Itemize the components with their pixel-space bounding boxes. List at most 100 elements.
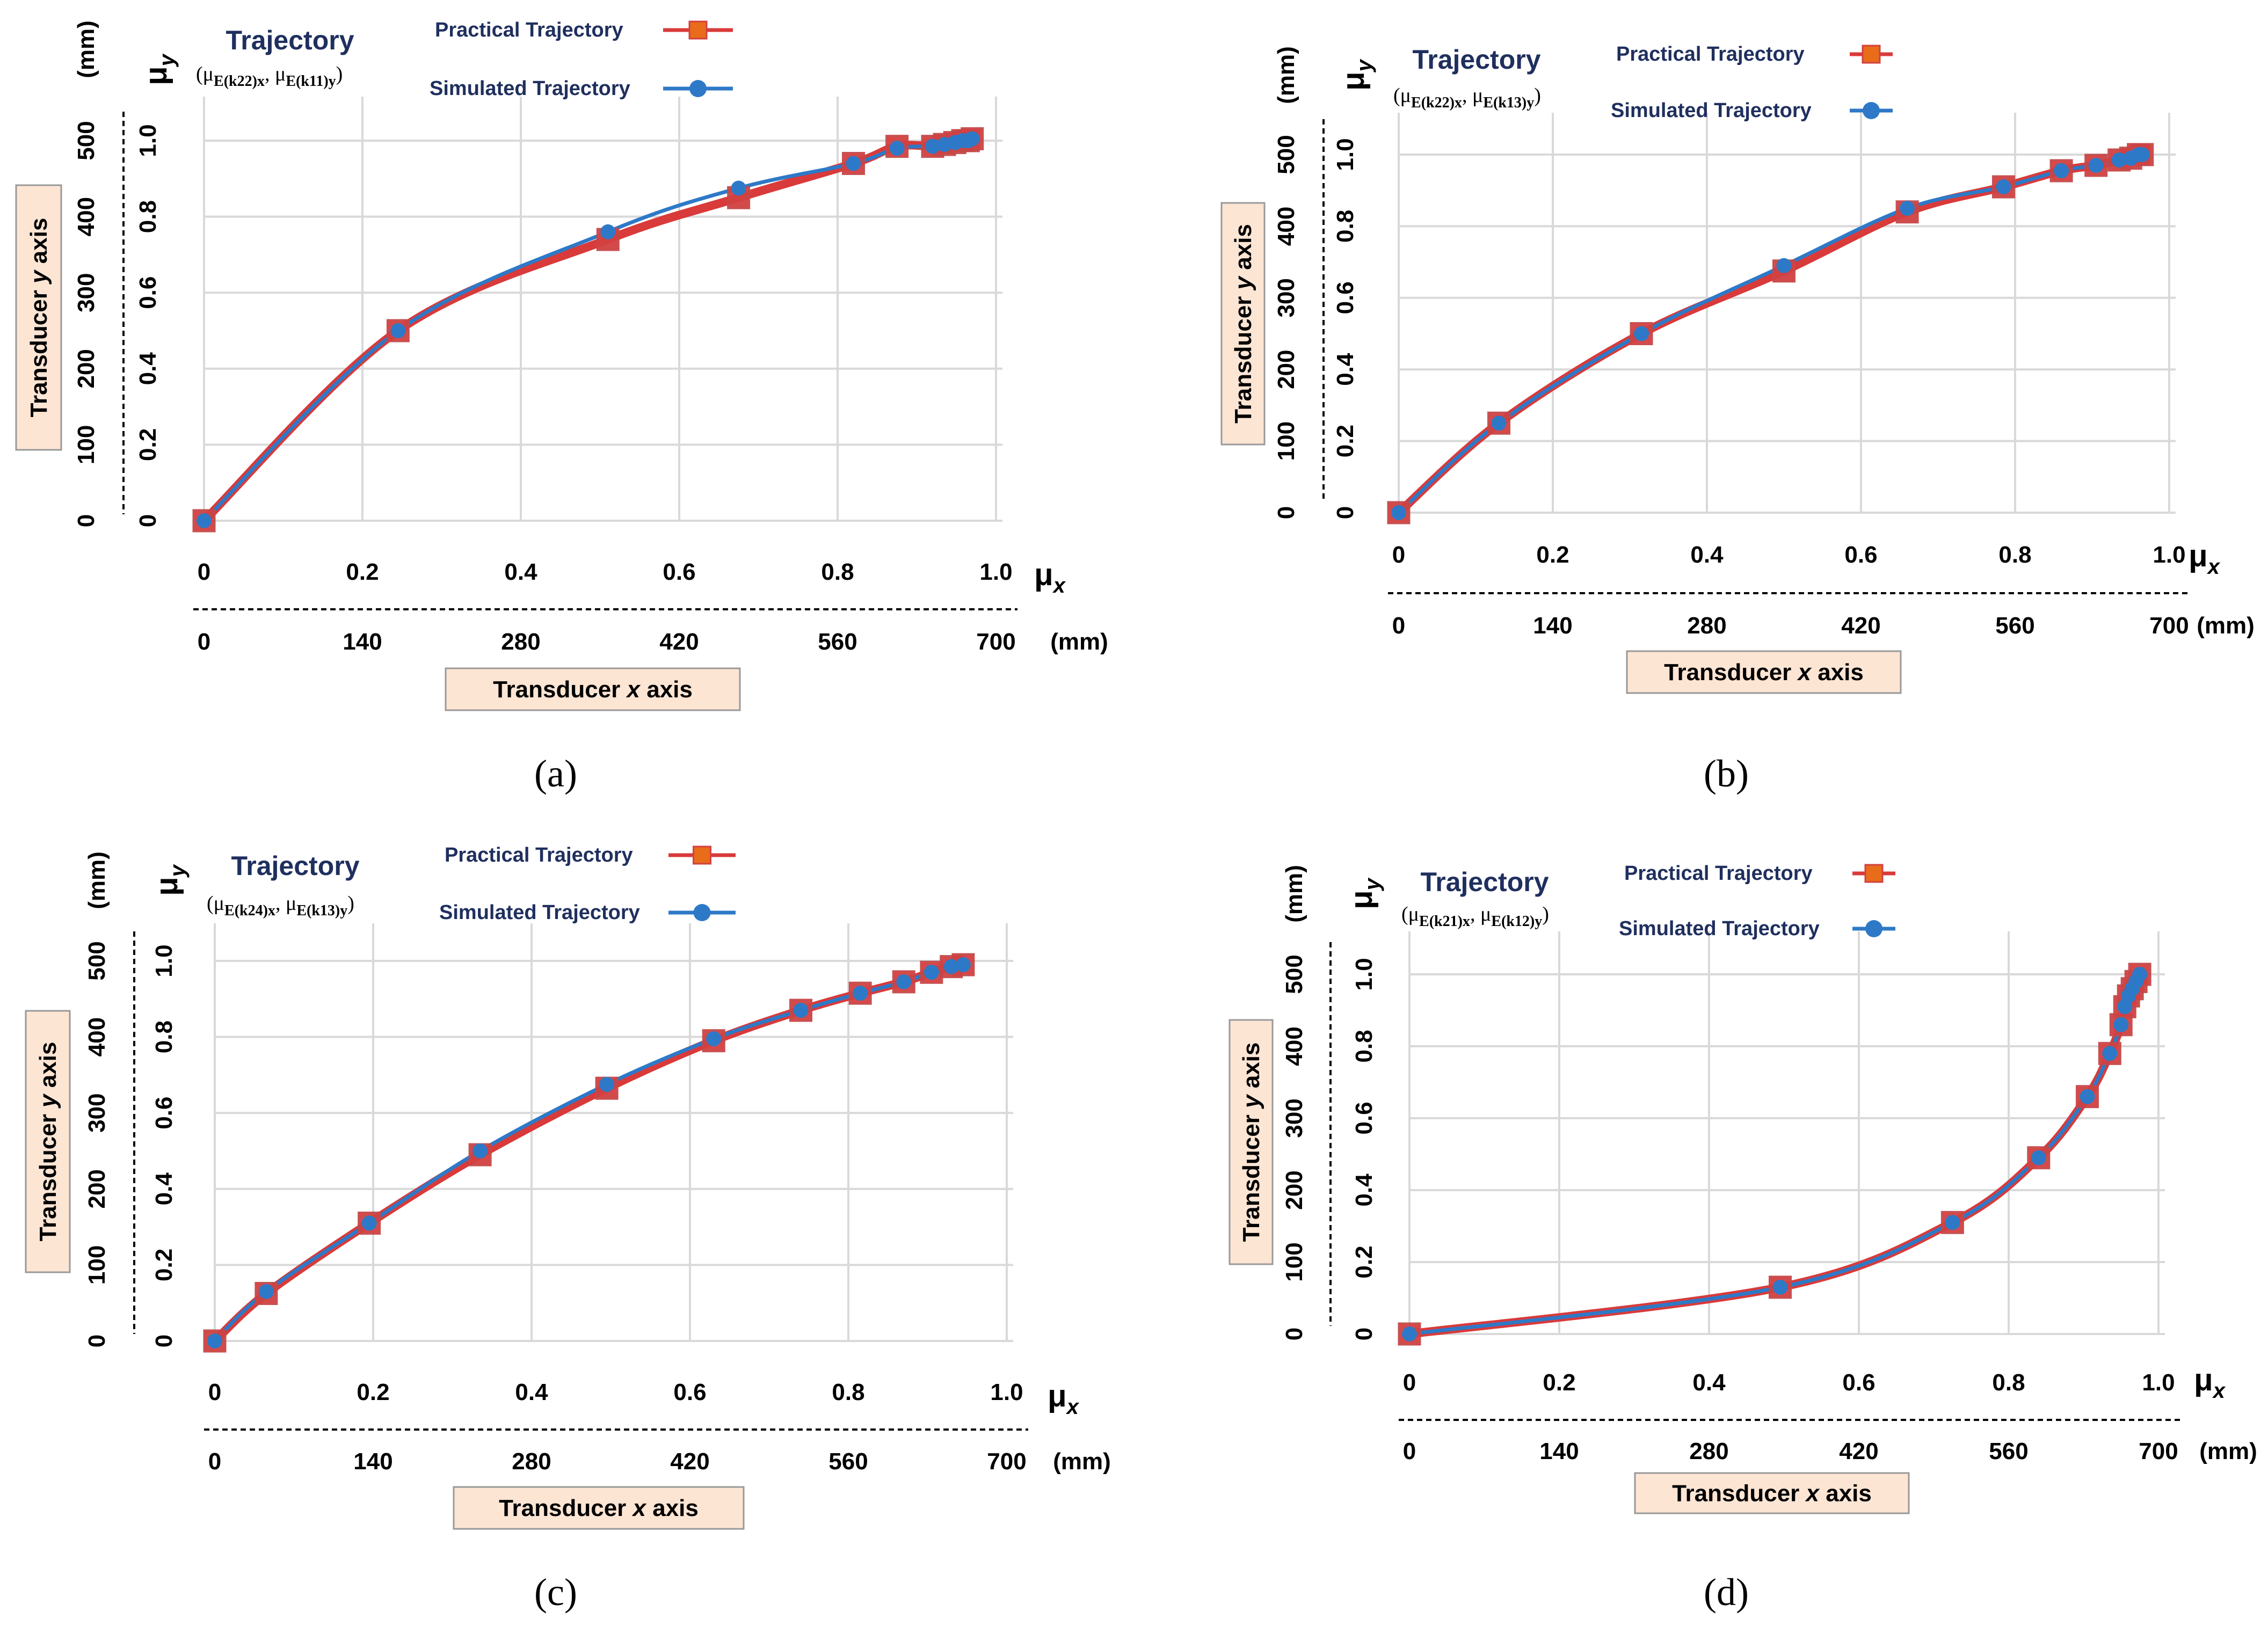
x-mm-tick-label: 420: [670, 1448, 709, 1475]
y-mm-tick-label: 300: [84, 1093, 110, 1132]
x-mm-tick-label: 140: [1533, 613, 1572, 639]
x-mm-tick-label: 280: [1687, 613, 1726, 639]
x-mu-symbol: μx: [1034, 557, 1066, 597]
y-mm-tick-label: 0: [1281, 1328, 1307, 1340]
simulated-trajectory-line: [202, 136, 975, 523]
x-axis-label-prefix: Transducer: [499, 1495, 633, 1521]
subtitle-sub-x: E(k22)x: [1411, 94, 1462, 111]
x-mu-tick-label: 0.4: [504, 559, 537, 585]
simulated-point: [1491, 415, 1507, 431]
simulated-point: [2102, 1046, 2118, 1061]
subtitle-sub-x: E(k24)x: [224, 902, 275, 919]
legend-practical-label: Practical Trajectory: [1616, 43, 1805, 65]
legend-simulated-label: Simulated Trajectory: [430, 77, 630, 100]
x-axis-label-suffix: axis: [1811, 659, 1864, 686]
subtitle-sub-x: E(k21)x: [1419, 913, 1470, 930]
y-mm-tick-label: 400: [1281, 1026, 1307, 1066]
subtitle-close: ): [336, 63, 343, 85]
y-mu-tick-label: 0.4: [1332, 353, 1358, 386]
simulated-point: [600, 224, 616, 239]
y-mu-symbol-sub: y: [1361, 877, 1384, 891]
x-axis-label-suffix: axis: [1819, 1481, 1872, 1507]
simulated-point: [964, 131, 980, 147]
x-mm-unit: (mm): [1053, 1448, 1111, 1475]
subtitle-open: (μ: [1393, 84, 1411, 107]
legend-simulated-marker: [1865, 920, 1882, 937]
y-mm-tick-label: 200: [73, 349, 99, 388]
chart-title: Trajectory: [1420, 867, 1549, 897]
simulated-point: [1402, 1326, 1417, 1342]
simulated-point: [197, 513, 212, 528]
simulated-point: [207, 1333, 222, 1348]
x-axis-label-box: [1626, 650, 1902, 694]
x-mu-tick-label: 0.4: [1690, 542, 1724, 568]
chart-title: Trajectory: [231, 851, 359, 881]
y-mm-unit: (mm): [1273, 46, 1299, 104]
simulated-point: [473, 1143, 488, 1158]
x-mu-tick-label: 0: [1392, 542, 1405, 568]
x-mm-tick-label: 0: [1392, 613, 1405, 639]
y-mu-tick-label: 1.0: [151, 944, 177, 977]
y-mm-unit: (mm): [73, 20, 99, 78]
legend-practical-label: Practical Trajectory: [435, 19, 623, 41]
x-mu-tick-label: 0.6: [1844, 542, 1877, 568]
x-mu-tick-label: 0.8: [1998, 542, 2031, 568]
subtitle-comma: , μ: [275, 892, 296, 915]
y-mm-unit: (mm): [1281, 865, 1307, 923]
chart-title: Trajectory: [226, 25, 354, 55]
y-mu-symbol: μy: [149, 864, 190, 896]
practical-trajectory-line: [200, 134, 977, 525]
x-mu-symbol: μx: [1048, 1379, 1080, 1419]
x-mu-tick-label: 0.6: [673, 1379, 706, 1405]
y-axis-label-var: y: [26, 269, 52, 285]
simulated-point: [924, 965, 939, 980]
chart-subtitle: (μE(k22)x, μE(k13)y): [1393, 84, 1541, 111]
x-mu-tick-label: 0.8: [821, 559, 854, 585]
x-mu-tick-label: 0: [208, 1379, 221, 1405]
chart-panel-c: 0 0.2 0.4 0.6 0.8 1.0 μx 0 140 280 420 560 700 (mm) Tr…: [25, 844, 1111, 1614]
y-mm-tick-label: 500: [73, 121, 99, 160]
x-mm-tick-label: 0: [198, 629, 210, 655]
x-mm-tick-label: 280: [512, 1448, 551, 1475]
y-axis-label-suffix: axis: [1238, 1043, 1264, 1095]
x-mm-tick-label: 420: [1841, 613, 1880, 639]
panel-caption: (c): [534, 1571, 577, 1614]
x-mu-tick-label: 1.0: [2142, 1369, 2175, 1396]
simulated-point: [1776, 258, 1792, 273]
y-axis-label: Transducer y axis: [35, 1042, 61, 1242]
x-mm-unit: (mm): [2199, 1438, 2257, 1464]
y-mm-tick-label: 500: [84, 941, 110, 980]
simulated-point: [706, 1031, 722, 1047]
simulated-point: [2080, 1089, 2095, 1104]
subtitle-open: (μ: [207, 892, 224, 915]
y-mu-tick-label: 0.6: [1332, 281, 1358, 314]
chart-subtitle: (μE(k24)x, μE(k13)y): [207, 892, 354, 919]
y-mu-tick-label: 0: [1351, 1328, 1377, 1340]
simulated-point: [1634, 326, 1649, 341]
x-mm-tick-label: 0: [208, 1448, 221, 1475]
panel-caption: (b): [1704, 752, 1749, 795]
y-mm-tick-label: 200: [1273, 349, 1299, 389]
y-mm-tick-label: 0: [84, 1335, 110, 1347]
y-mm-tick-label: 500: [1281, 954, 1307, 994]
x-mm-tick-label: 700: [2149, 613, 2189, 639]
x-mu-symbol: μx: [2194, 1362, 2226, 1403]
simulated-point: [889, 141, 905, 156]
chart-panel-d: 0 0.2 0.4 0.6 0.8 1.0 μx 0 140 280 420 560 700 (mm) Tr…: [1229, 862, 2257, 1614]
y-mm-tick-label: 300: [1273, 278, 1299, 317]
simulated-trajectory-line: [213, 963, 965, 1343]
chart-title: Trajectory: [1412, 45, 1540, 75]
y-mu-tick-label: 0.6: [135, 276, 161, 309]
subtitle-comma: , μ: [1462, 84, 1483, 107]
y-mm-tick-label: 100: [73, 425, 99, 464]
y-mu-tick-label: 1.0: [1351, 958, 1377, 990]
x-axis-label-box: [445, 667, 741, 711]
y-mu-symbol-sub: y: [155, 53, 179, 67]
legend-practical-label: Practical Trajectory: [1624, 862, 1813, 885]
chart-subtitle: (μE(k22)x, μE(k11)y): [196, 63, 343, 90]
y-axis-label-var: y: [35, 1093, 61, 1109]
practical-trajectory-line: [1394, 150, 2147, 517]
x-axis-label-prefix: Transducer: [493, 676, 627, 703]
simulated-point: [2054, 163, 2069, 179]
legend-simulated-marker: [1863, 102, 1880, 119]
